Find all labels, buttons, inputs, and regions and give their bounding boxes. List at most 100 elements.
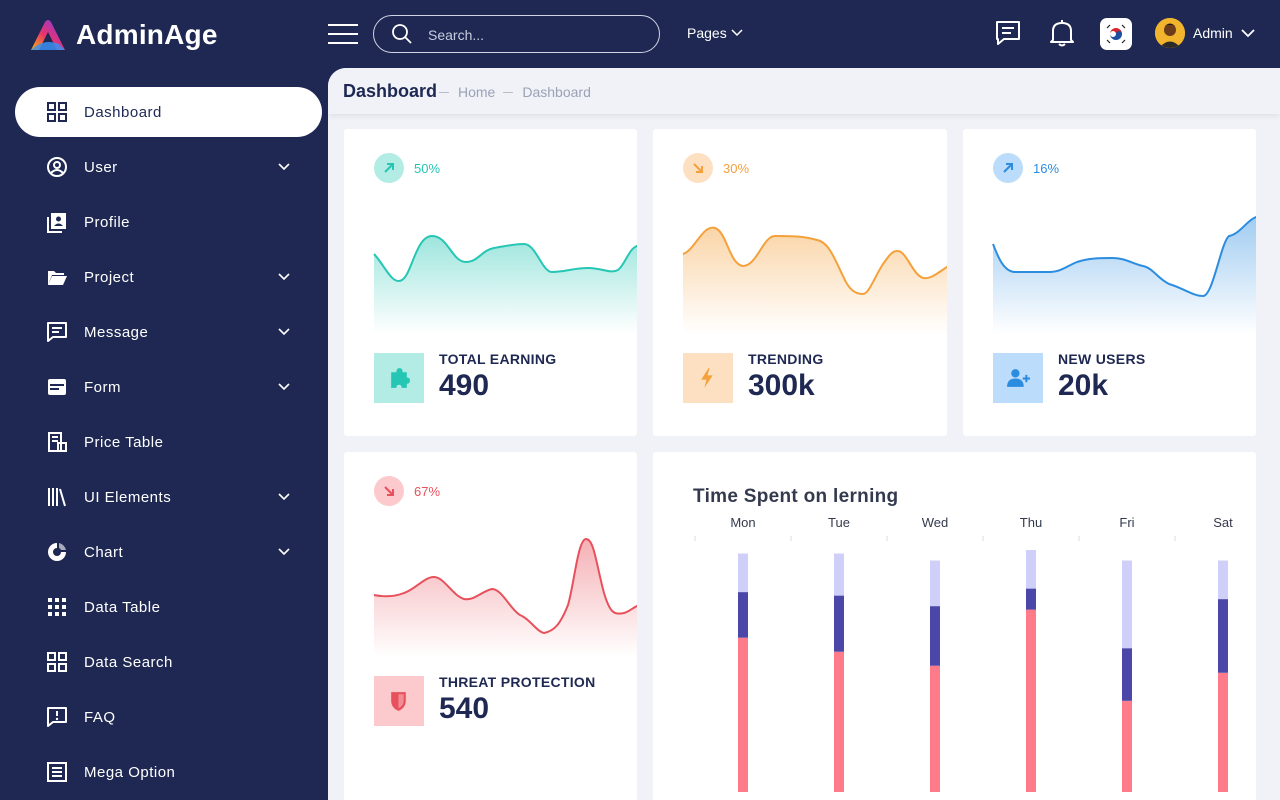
sidebar-item-label: Data Table bbox=[84, 598, 161, 616]
chevron-down-icon[interactable] bbox=[276, 491, 292, 503]
dots-grid-icon bbox=[46, 596, 68, 618]
x-axis-label: Wed bbox=[922, 515, 949, 530]
avatar bbox=[1155, 18, 1185, 48]
bar-segment-thu-series-2[interactable] bbox=[1026, 588, 1036, 610]
breadcrumb-home[interactable]: Home bbox=[458, 84, 496, 100]
stat-card-new-users: 16% NEW USERS 20k bbox=[963, 129, 1256, 436]
bar-segment-thu-series-3[interactable] bbox=[1026, 550, 1036, 589]
grid-icon bbox=[46, 101, 68, 123]
sparkline-chart bbox=[682, 226, 947, 334]
sidebar-item-data-search[interactable]: Data Search bbox=[0, 637, 328, 687]
bar-segment-fri-series-2[interactable] bbox=[1122, 648, 1132, 701]
search-box[interactable] bbox=[373, 15, 660, 53]
sidebar-item-dashboard[interactable]: Dashboard bbox=[15, 87, 322, 137]
chevron-down-icon[interactable] bbox=[276, 161, 292, 173]
sparkline-chart bbox=[373, 537, 637, 657]
sidebar-item-profile[interactable]: Profile bbox=[0, 197, 328, 247]
bar-segment-wed-series-2[interactable] bbox=[930, 606, 940, 666]
sidebar-item-label: Profile bbox=[84, 213, 131, 231]
chevron-down-icon bbox=[731, 29, 743, 37]
trend-percent: 67% bbox=[414, 483, 441, 499]
stat-card-trending: 30% TRENDING 300k bbox=[653, 129, 947, 436]
search-icon bbox=[392, 24, 412, 44]
stat-value: 540 bbox=[439, 692, 490, 725]
sidebar-item-label: FAQ bbox=[84, 708, 116, 726]
user-name: Admin bbox=[1193, 25, 1233, 41]
bar-segment-thu-series-1[interactable] bbox=[1026, 609, 1036, 792]
sidebar-item-faq[interactable]: FAQ bbox=[0, 692, 328, 742]
breadcrumb-separator bbox=[503, 91, 514, 93]
language-button[interactable] bbox=[1100, 18, 1132, 50]
bar-segment-wed-series-3[interactable] bbox=[930, 560, 940, 607]
sidebar-item-chart[interactable]: Chart bbox=[0, 527, 328, 577]
bar-segment-mon-series-1[interactable] bbox=[738, 637, 748, 792]
search-input[interactable] bbox=[428, 24, 648, 46]
sidebar-item-label: UI Elements bbox=[84, 488, 172, 506]
sidebar-nav: Dashboard User Profile Project Message Form Pr… bbox=[0, 87, 328, 800]
chevron-down-icon[interactable] bbox=[276, 271, 292, 283]
menu-toggle-button[interactable] bbox=[328, 23, 358, 45]
messages-button[interactable] bbox=[993, 17, 1023, 49]
arrow-up-right-icon bbox=[374, 153, 404, 183]
chevron-down-icon[interactable] bbox=[276, 326, 292, 338]
brand-logo[interactable]: AdminAge bbox=[29, 18, 218, 52]
shield-icon bbox=[374, 676, 424, 726]
chevron-down-icon[interactable] bbox=[276, 381, 292, 393]
arrow-up-right-icon bbox=[993, 153, 1023, 183]
bar-segment-sat-series-1[interactable] bbox=[1218, 672, 1228, 792]
sidebar-item-label: Chart bbox=[84, 543, 124, 561]
x-axis-label: Fri bbox=[1119, 515, 1134, 530]
bar-segment-sat-series-2[interactable] bbox=[1218, 599, 1228, 673]
sidebar-item-label: User bbox=[84, 158, 118, 176]
adminage-logo-icon bbox=[31, 20, 65, 50]
bar-segment-fri-series-1[interactable] bbox=[1122, 700, 1132, 792]
trend-percent: 50% bbox=[414, 160, 441, 176]
form-card-icon bbox=[46, 376, 68, 398]
bolt-icon bbox=[683, 353, 733, 403]
sidebar-item-form[interactable]: Form bbox=[0, 362, 328, 412]
trend-indicator: 50% bbox=[374, 153, 440, 183]
x-axis-label: Mon bbox=[730, 515, 755, 530]
sidebar-item-data-table[interactable]: Data Table bbox=[0, 582, 328, 632]
notifications-button[interactable] bbox=[1047, 17, 1077, 49]
bar-segment-fri-series-3[interactable] bbox=[1122, 560, 1132, 649]
chevron-down-icon bbox=[1241, 28, 1255, 37]
breadcrumb-current[interactable]: Dashboard bbox=[522, 84, 591, 100]
faq-icon bbox=[46, 706, 68, 728]
folder-open-icon bbox=[46, 266, 68, 288]
user-menu[interactable]: Admin bbox=[1155, 18, 1255, 48]
stat-label: TRENDING bbox=[748, 351, 824, 367]
sidebar-item-price-table[interactable]: Price Table bbox=[0, 417, 328, 467]
main-content: Dashboard Home Dashboard 50% TOTAL EARNIN… bbox=[328, 68, 1280, 800]
sparkline-chart bbox=[992, 215, 1256, 334]
stat-card-total-earning: 50% TOTAL EARNING 490 bbox=[344, 129, 637, 436]
sidebar-item-label: Mega Option bbox=[84, 763, 176, 781]
sidebar-item-ui-elements[interactable]: UI Elements bbox=[0, 472, 328, 522]
x-axis-label: Thu bbox=[1020, 515, 1042, 530]
sidebar-item-user[interactable]: User bbox=[0, 142, 328, 192]
chat-icon bbox=[996, 21, 1020, 45]
trend-indicator: 30% bbox=[683, 153, 749, 183]
pages-dropdown[interactable]: Pages bbox=[687, 25, 743, 41]
bar-segment-mon-series-3[interactable] bbox=[738, 553, 748, 593]
bar-segment-wed-series-1[interactable] bbox=[930, 665, 940, 792]
page-title: Dashboard bbox=[343, 81, 438, 101]
bar-segment-tue-series-2[interactable] bbox=[834, 595, 844, 652]
sidebar-item-project[interactable]: Project bbox=[0, 252, 328, 302]
chevron-down-icon[interactable] bbox=[276, 546, 292, 558]
breadcrumb: Home Dashboard bbox=[439, 84, 599, 100]
menu-icon bbox=[328, 24, 358, 44]
stat-value: 300k bbox=[748, 369, 815, 402]
sidebar-item-label: Project bbox=[84, 268, 135, 286]
bar-segment-sat-series-3[interactable] bbox=[1218, 560, 1228, 600]
stat-label: THREAT PROTECTION bbox=[439, 674, 596, 690]
bar-segment-tue-series-1[interactable] bbox=[834, 651, 844, 792]
sidebar-item-mega-option[interactable]: Mega Option bbox=[0, 747, 328, 797]
bar-segment-tue-series-3[interactable] bbox=[834, 553, 844, 596]
bar-segment-mon-series-2[interactable] bbox=[738, 592, 748, 638]
time-spent-chart-card: Time Spent on lerning Mon Tue Wed Thu Fri Sat bbox=[653, 452, 1256, 800]
bell-icon bbox=[1050, 20, 1074, 47]
sidebar-item-message[interactable]: Message bbox=[0, 307, 328, 357]
pages-label: Pages bbox=[687, 25, 727, 41]
sidebar-item-label: Data Search bbox=[84, 653, 173, 671]
